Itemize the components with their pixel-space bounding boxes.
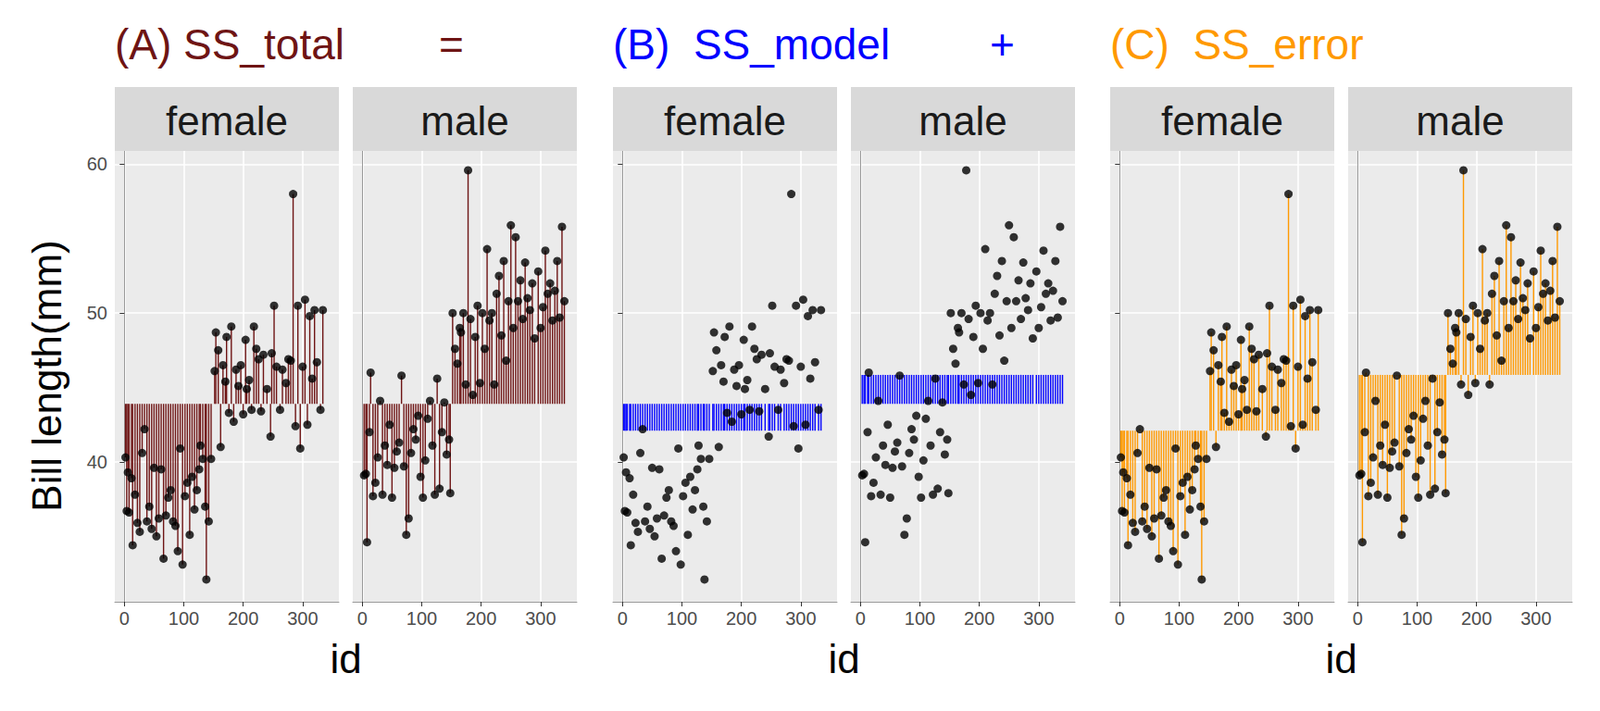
svg-text:id: id bbox=[1325, 636, 1357, 682]
svg-text:200: 200 bbox=[963, 608, 995, 629]
svg-text:=: = bbox=[438, 20, 464, 69]
svg-text:200: 200 bbox=[1461, 608, 1492, 629]
svg-text:0: 0 bbox=[1352, 608, 1363, 629]
svg-text:200: 200 bbox=[725, 608, 757, 629]
svg-text:50: 50 bbox=[87, 302, 108, 324]
svg-text:40: 40 bbox=[87, 451, 108, 473]
svg-text:0: 0 bbox=[357, 608, 368, 629]
svg-text:0: 0 bbox=[617, 608, 628, 629]
svg-text:300: 300 bbox=[287, 608, 318, 629]
svg-text:Bill length(mm): Bill length(mm) bbox=[24, 239, 70, 512]
svg-text:60: 60 bbox=[87, 153, 108, 175]
svg-text:300: 300 bbox=[1023, 608, 1054, 629]
svg-text:id: id bbox=[827, 636, 860, 682]
svg-text:200: 200 bbox=[1223, 608, 1254, 629]
svg-text:100: 100 bbox=[904, 608, 936, 629]
svg-text:(A) SS_total: (A) SS_total bbox=[114, 20, 345, 69]
svg-text:id: id bbox=[329, 636, 362, 682]
svg-text:male: male bbox=[1415, 98, 1504, 144]
svg-text:+: + bbox=[989, 20, 1015, 69]
svg-text:0: 0 bbox=[1114, 608, 1125, 629]
svg-text:100: 100 bbox=[1163, 608, 1195, 629]
svg-text:300: 300 bbox=[1282, 608, 1313, 629]
svg-text:0: 0 bbox=[855, 608, 866, 629]
svg-text:100: 100 bbox=[406, 608, 438, 629]
svg-text:female: female bbox=[1161, 98, 1284, 144]
svg-text:100: 100 bbox=[168, 608, 200, 629]
svg-text:(C) SS_error: (C) SS_error bbox=[1110, 20, 1363, 69]
svg-text:0: 0 bbox=[119, 608, 130, 629]
svg-text:300: 300 bbox=[785, 608, 816, 629]
svg-text:female: female bbox=[663, 98, 787, 144]
svg-text:100: 100 bbox=[666, 608, 698, 629]
svg-text:male: male bbox=[918, 98, 1007, 144]
svg-text:100: 100 bbox=[1401, 608, 1433, 629]
svg-text:(B) SS_model: (B) SS_model bbox=[612, 20, 890, 69]
svg-text:200: 200 bbox=[227, 608, 259, 629]
svg-text:300: 300 bbox=[525, 608, 556, 629]
svg-text:300: 300 bbox=[1520, 608, 1551, 629]
svg-text:female: female bbox=[165, 98, 288, 144]
svg-text:male: male bbox=[420, 98, 509, 144]
svg-text:200: 200 bbox=[465, 608, 497, 629]
